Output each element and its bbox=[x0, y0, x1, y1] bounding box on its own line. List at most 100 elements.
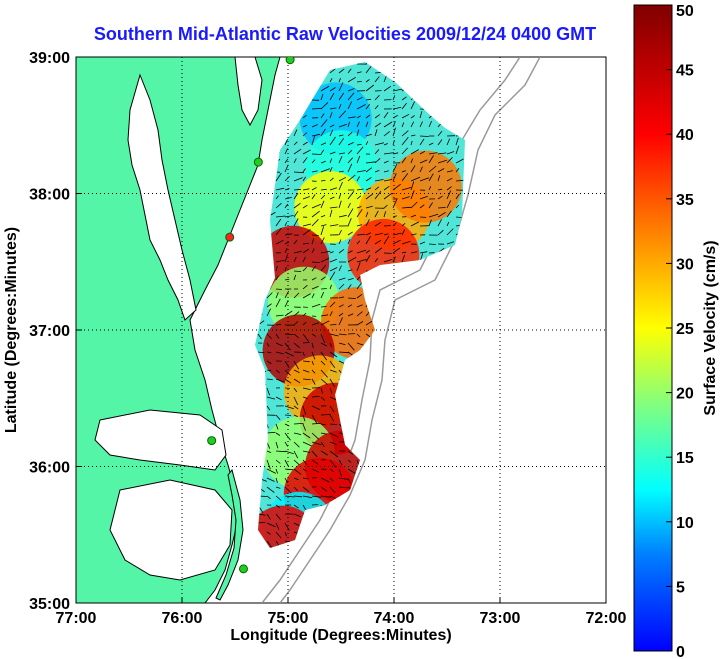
velocity-vector bbox=[374, 114, 381, 119]
velocity-vector bbox=[356, 224, 363, 227]
velocity-vector bbox=[419, 135, 429, 137]
velocity-vector bbox=[338, 486, 349, 489]
velocity-vector bbox=[329, 333, 339, 337]
velocity-vector bbox=[320, 387, 323, 394]
velocity-vector bbox=[347, 157, 353, 164]
velocity-vector bbox=[365, 141, 369, 146]
velocity-vector bbox=[437, 152, 447, 155]
velocity-vector bbox=[401, 240, 411, 245]
velocity-vector bbox=[284, 351, 294, 357]
velocity-vector bbox=[311, 210, 320, 218]
velocity-vector bbox=[329, 224, 339, 227]
velocity-vector bbox=[338, 152, 345, 155]
velocity-vector bbox=[410, 233, 417, 236]
velocity-vector bbox=[266, 468, 276, 474]
velocity-vector bbox=[275, 215, 286, 218]
x-tick-label: 73:00 bbox=[480, 610, 521, 627]
velocity-vector bbox=[302, 360, 310, 363]
velocity-vector bbox=[320, 369, 328, 378]
velocity-vector bbox=[329, 107, 337, 110]
velocity-vector bbox=[302, 414, 306, 422]
velocity-vector bbox=[365, 84, 375, 92]
velocity-vector bbox=[284, 241, 290, 245]
velocity-vector bbox=[311, 133, 321, 137]
velocity-vector bbox=[293, 342, 300, 349]
velocity-vector bbox=[446, 241, 455, 245]
velocity-vector bbox=[410, 165, 416, 173]
velocity-vector bbox=[293, 504, 299, 509]
velocity-vector bbox=[275, 323, 281, 326]
velocity-vector bbox=[356, 259, 367, 263]
velocity-vector bbox=[455, 204, 460, 209]
velocity-vector bbox=[428, 202, 433, 209]
velocity-vector bbox=[302, 351, 305, 356]
velocity-vector bbox=[338, 342, 346, 346]
velocity-vector bbox=[329, 258, 338, 263]
velocity-vector bbox=[401, 113, 410, 119]
velocity-vector bbox=[257, 522, 266, 524]
velocity-vector bbox=[302, 405, 307, 415]
velocity-vector bbox=[392, 215, 398, 218]
velocity-vector bbox=[275, 423, 279, 430]
velocity-vector bbox=[347, 76, 356, 83]
velocity-vector bbox=[356, 129, 360, 137]
velocity-vector bbox=[356, 240, 361, 245]
velocity-vector bbox=[383, 258, 393, 263]
velocity-vector bbox=[293, 459, 300, 466]
velocity-vector bbox=[401, 229, 406, 236]
velocity-vector bbox=[293, 129, 298, 137]
velocity-vector bbox=[410, 115, 415, 119]
velocity-vector bbox=[311, 395, 320, 398]
velocity-vector bbox=[311, 261, 320, 263]
velocity-vector bbox=[275, 202, 282, 209]
velocity-vector bbox=[284, 333, 294, 335]
velocity-vector bbox=[356, 155, 361, 164]
velocity-vector bbox=[374, 186, 380, 191]
velocity-vector bbox=[356, 234, 366, 236]
velocity-vector bbox=[365, 121, 369, 128]
velocity-vector bbox=[320, 414, 331, 416]
velocity-vector bbox=[293, 292, 300, 299]
velocity-vector bbox=[320, 250, 331, 254]
velocity-vector bbox=[347, 269, 353, 272]
velocity-vector bbox=[320, 314, 329, 317]
velocity-vector bbox=[284, 450, 294, 455]
velocity-vector bbox=[311, 378, 316, 385]
velocity-vector bbox=[374, 257, 379, 263]
velocity-vector bbox=[284, 495, 295, 498]
velocity-vector bbox=[383, 131, 390, 137]
velocity-vector bbox=[419, 138, 425, 146]
velocity-vector bbox=[320, 168, 331, 173]
velocity-vector bbox=[347, 304, 353, 308]
velocity-vector bbox=[428, 243, 436, 245]
velocity-vector bbox=[293, 414, 298, 417]
velocity-vector bbox=[275, 239, 284, 245]
velocity-vector bbox=[302, 459, 308, 466]
velocity-vector bbox=[302, 333, 310, 343]
velocity-vector bbox=[293, 405, 299, 410]
x-tick-label: 72:00 bbox=[586, 610, 627, 627]
velocity-vector bbox=[383, 192, 393, 200]
velocity-vector bbox=[356, 121, 360, 128]
velocity-vector bbox=[311, 277, 317, 281]
velocity-vector bbox=[329, 450, 339, 458]
velocity-vector bbox=[302, 141, 308, 146]
velocity-vector bbox=[320, 360, 326, 366]
velocity-vector bbox=[356, 176, 360, 182]
velocity-vector bbox=[374, 232, 383, 236]
velocity-vector bbox=[284, 531, 287, 537]
velocity-vector bbox=[275, 260, 285, 263]
velocity-vector bbox=[383, 185, 390, 191]
velocity-vector bbox=[284, 197, 292, 200]
velocity-vector bbox=[284, 148, 288, 155]
velocity-vector bbox=[329, 432, 339, 438]
velocity-vector bbox=[347, 163, 353, 173]
velocity-vector bbox=[320, 180, 326, 182]
velocity-vector bbox=[446, 138, 451, 146]
velocity-vector bbox=[356, 321, 364, 326]
velocity-vector bbox=[446, 151, 455, 155]
y-tick-label: 37:00 bbox=[29, 323, 70, 340]
velocity-vector bbox=[275, 187, 285, 191]
velocity-vector bbox=[446, 228, 454, 236]
velocity-vector bbox=[347, 459, 352, 463]
